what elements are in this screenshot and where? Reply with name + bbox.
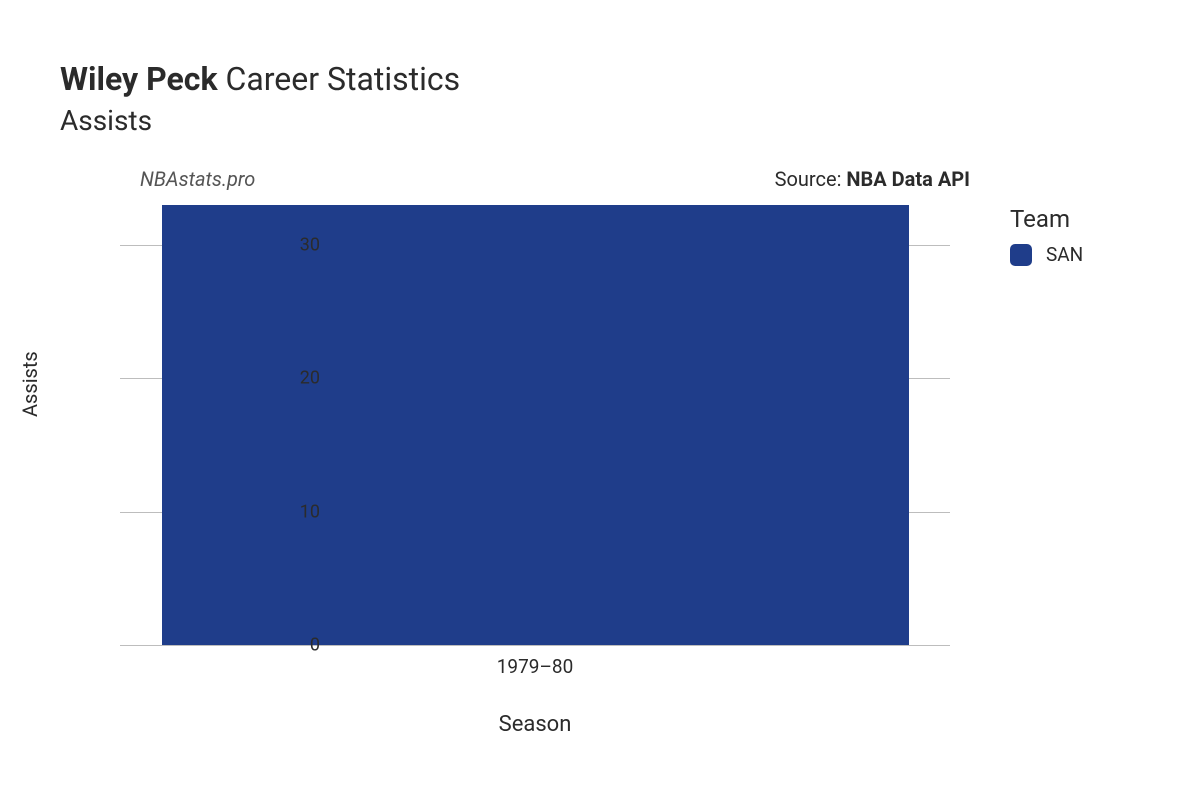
x-axis-label: Season: [120, 712, 950, 737]
y-tick-label: 10: [280, 501, 320, 522]
legend: Team SAN: [1010, 205, 1160, 266]
title-suffix: Career Statistics: [218, 60, 461, 98]
source-attribution: Source: NBA Data API: [775, 167, 970, 191]
plot-region: [120, 205, 950, 645]
title-player-name: Wiley Peck: [60, 60, 218, 98]
watermark-text: NBAstats.pro: [140, 167, 255, 191]
legend-label: SAN: [1046, 243, 1083, 266]
chart-area: NBAstats.pro Source: NBA Data API Assist…: [60, 167, 1160, 727]
chart-subtitle: Assists: [60, 104, 1160, 137]
legend-swatch: [1010, 244, 1032, 266]
chart-container: Wiley Peck Career Statistics Assists NBA…: [0, 0, 1200, 800]
gridline: [120, 645, 950, 646]
y-tick-label: 0: [280, 635, 320, 656]
legend-item: SAN: [1010, 243, 1160, 266]
y-tick-label: 30: [280, 235, 320, 256]
y-axis-label: Assists: [18, 351, 42, 417]
y-tick-label: 20: [280, 368, 320, 389]
source-name: NBA Data API: [846, 167, 970, 191]
bar: [162, 205, 909, 645]
page-title: Wiley Peck Career Statistics: [60, 60, 1160, 98]
x-tick-label: 1979–80: [497, 655, 574, 678]
legend-title: Team: [1010, 205, 1160, 233]
source-prefix: Source:: [775, 167, 847, 191]
